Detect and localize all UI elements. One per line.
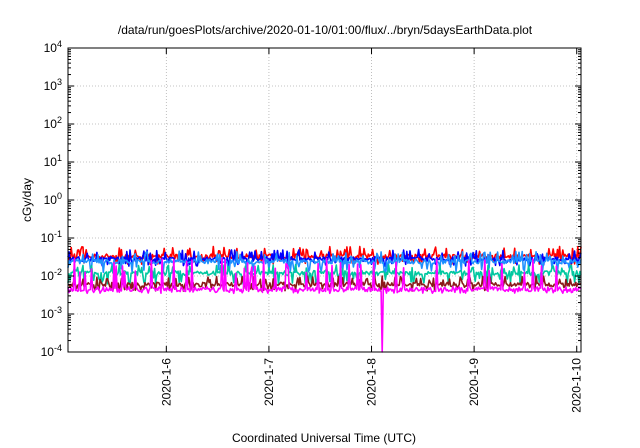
y-tick-label: 101 xyxy=(44,153,62,169)
ticks: 10-4 10-3 10-2 10-1 100 101 102 103 104 2020-1-6 2… xyxy=(41,39,584,413)
plot-frame xyxy=(67,47,582,353)
y-axis-label: cGy/day xyxy=(20,178,34,222)
x-tick-label: 2020-1-9 xyxy=(467,358,481,406)
series-line xyxy=(67,257,582,353)
series-line xyxy=(67,248,582,268)
x-tick-label: 2020-1-7 xyxy=(262,358,276,406)
y-tick-label: 10-3 xyxy=(41,305,62,321)
series-lines xyxy=(67,245,582,353)
x-tick-label: 2020-1-6 xyxy=(159,358,173,406)
x-axis-label: Coordinated Universal Time (UTC) xyxy=(232,431,416,445)
y-tick-label: 10-4 xyxy=(41,343,62,359)
x-tick-label: 2020-1-8 xyxy=(365,358,379,406)
y-tick-label: 10-2 xyxy=(41,267,62,283)
y-tick-label: 10-1 xyxy=(41,229,62,245)
chart-title: /data/run/goesPlots/archive/2020-01-10/0… xyxy=(118,23,533,37)
series-line xyxy=(67,263,582,286)
y-tick-label: 100 xyxy=(44,191,62,207)
x-tick-label: 2020-1-10 xyxy=(570,358,584,413)
series-line xyxy=(67,250,582,274)
y-tick-label: 102 xyxy=(44,115,62,131)
series-line xyxy=(67,275,582,292)
y-tick-label: 104 xyxy=(44,39,62,55)
grid xyxy=(68,48,581,352)
y-tick-label: 103 xyxy=(44,77,62,93)
